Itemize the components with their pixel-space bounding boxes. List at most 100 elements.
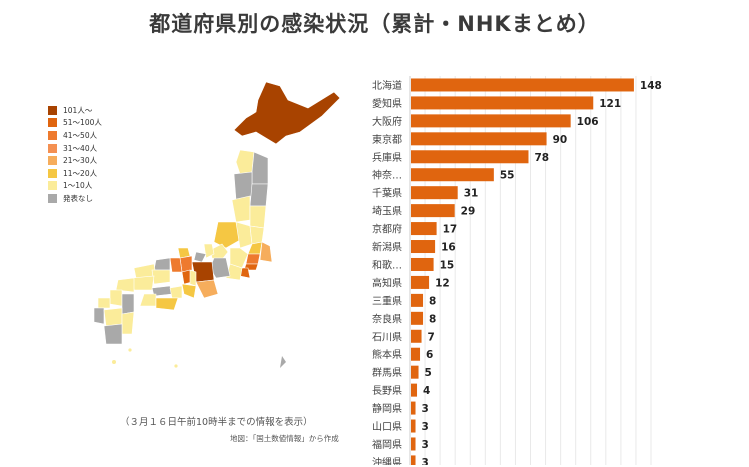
legend-label: 21～30人 <box>63 156 98 166</box>
legend-item: 31～40人 <box>48 142 102 155</box>
map-notes: （３月１６日午前10時半までの情報を表示） 地図：「国土数値情報」から作成 <box>120 414 360 444</box>
bar <box>411 204 455 218</box>
bar <box>411 383 418 397</box>
value-label: 8 <box>429 295 436 307</box>
category-label: 千葉県 <box>372 187 402 200</box>
bar <box>411 96 594 110</box>
bar <box>411 275 430 289</box>
category-label: 奈良県 <box>372 312 402 325</box>
value-label: 3 <box>422 457 429 465</box>
bar <box>411 240 436 254</box>
value-label: 121 <box>599 98 621 110</box>
bar <box>411 186 458 200</box>
value-label: 29 <box>461 206 476 218</box>
legend-label: 1～10人 <box>63 181 93 191</box>
category-label: 群馬県 <box>372 366 402 379</box>
category-label: 神奈… <box>372 169 402 182</box>
category-label: 三重県 <box>372 294 402 307</box>
bar <box>411 132 547 146</box>
value-label: 3 <box>422 439 429 451</box>
bar <box>411 455 416 465</box>
value-label: 90 <box>553 134 568 146</box>
map-legend: 101人～ 51～100人 41～50人 31～40人 21～30人 11～20人 1～10… <box>48 104 102 205</box>
bar <box>411 257 434 271</box>
kansai-region <box>169 247 197 299</box>
legend-swatch <box>48 143 57 153</box>
data-date-note: （３月１６日午前10時半までの情報を表示） <box>120 417 313 428</box>
value-label: 8 <box>429 313 436 325</box>
bar <box>411 168 494 182</box>
bar <box>411 222 437 236</box>
legend-item: 1～10人 <box>48 180 102 193</box>
category-label: 高知県 <box>372 276 402 289</box>
value-label: 148 <box>640 80 662 92</box>
map-source-credit: 地図：「国土数値情報」から作成 <box>230 434 339 443</box>
bar <box>411 114 571 128</box>
legend-item: 101人～ <box>48 104 102 117</box>
bar <box>411 150 529 164</box>
category-label: 北海道 <box>372 79 402 92</box>
hokkaido-region <box>233 81 341 145</box>
legend-item: 21～30人 <box>48 154 102 167</box>
bar <box>411 419 416 433</box>
japan-map <box>93 81 341 368</box>
value-label: 7 <box>428 331 435 343</box>
tohoku-region <box>231 149 269 229</box>
legend-swatch <box>48 118 57 128</box>
category-label: 長野県 <box>372 385 402 397</box>
category-label: 埼玉県 <box>372 205 402 218</box>
bar <box>411 347 421 361</box>
value-label: 16 <box>441 242 456 254</box>
value-label: 15 <box>440 259 455 271</box>
category-label: 熊本県 <box>372 348 402 361</box>
category-label: 石川県 <box>372 331 402 343</box>
category-label: 大阪府 <box>372 115 402 128</box>
value-label: 3 <box>422 421 429 433</box>
category-label: 和歌… <box>372 258 402 271</box>
legend-label: 41～50人 <box>63 130 98 140</box>
bar <box>411 78 634 92</box>
category-label: 静岡県 <box>372 402 402 415</box>
legend-label: 31～40人 <box>63 143 98 153</box>
category-label: 山口県 <box>372 421 402 433</box>
legend-label: 11～20人 <box>63 168 98 178</box>
category-label: 愛知県 <box>372 97 402 110</box>
legend-item: 51～100人 <box>48 117 102 130</box>
kyushu-region <box>93 289 135 345</box>
bar <box>411 293 424 307</box>
value-label: 55 <box>500 170 515 182</box>
value-label: 6 <box>426 349 433 361</box>
category-label: 兵庫県 <box>372 151 402 164</box>
legend-swatch <box>48 105 57 115</box>
kanto-chubu-region <box>191 221 273 299</box>
category-label: 東京都 <box>372 133 402 146</box>
legend-label: 発表なし <box>63 193 93 203</box>
value-label: 106 <box>577 116 599 128</box>
bar <box>411 311 424 325</box>
value-label: 17 <box>443 224 458 236</box>
legend-swatch <box>48 168 57 178</box>
okinawa-islands <box>112 348 286 368</box>
value-label: 12 <box>435 277 450 289</box>
category-label: 福岡県 <box>372 438 402 451</box>
value-label: 31 <box>464 188 479 200</box>
bar <box>411 437 416 451</box>
legend-item: 11～20人 <box>48 167 102 180</box>
bar <box>411 401 416 415</box>
legend-swatch <box>48 193 57 203</box>
legend-swatch <box>48 156 57 166</box>
value-label: 3 <box>422 403 429 415</box>
value-label: 5 <box>425 367 432 379</box>
value-label: 78 <box>534 152 549 164</box>
legend-label: 101人～ <box>63 105 93 115</box>
bar <box>411 329 422 343</box>
legend-swatch <box>48 130 57 140</box>
category-label: 京都府 <box>372 223 402 236</box>
category-label: 沖縄県 <box>372 456 402 465</box>
chart-title: 都道府県別の感染状況（累計・NHKまとめ） <box>149 12 600 36</box>
legend-item: 41～50人 <box>48 129 102 142</box>
bar <box>411 365 419 379</box>
category-label: 新潟県 <box>372 241 402 254</box>
legend-item: 発表なし <box>48 192 102 205</box>
